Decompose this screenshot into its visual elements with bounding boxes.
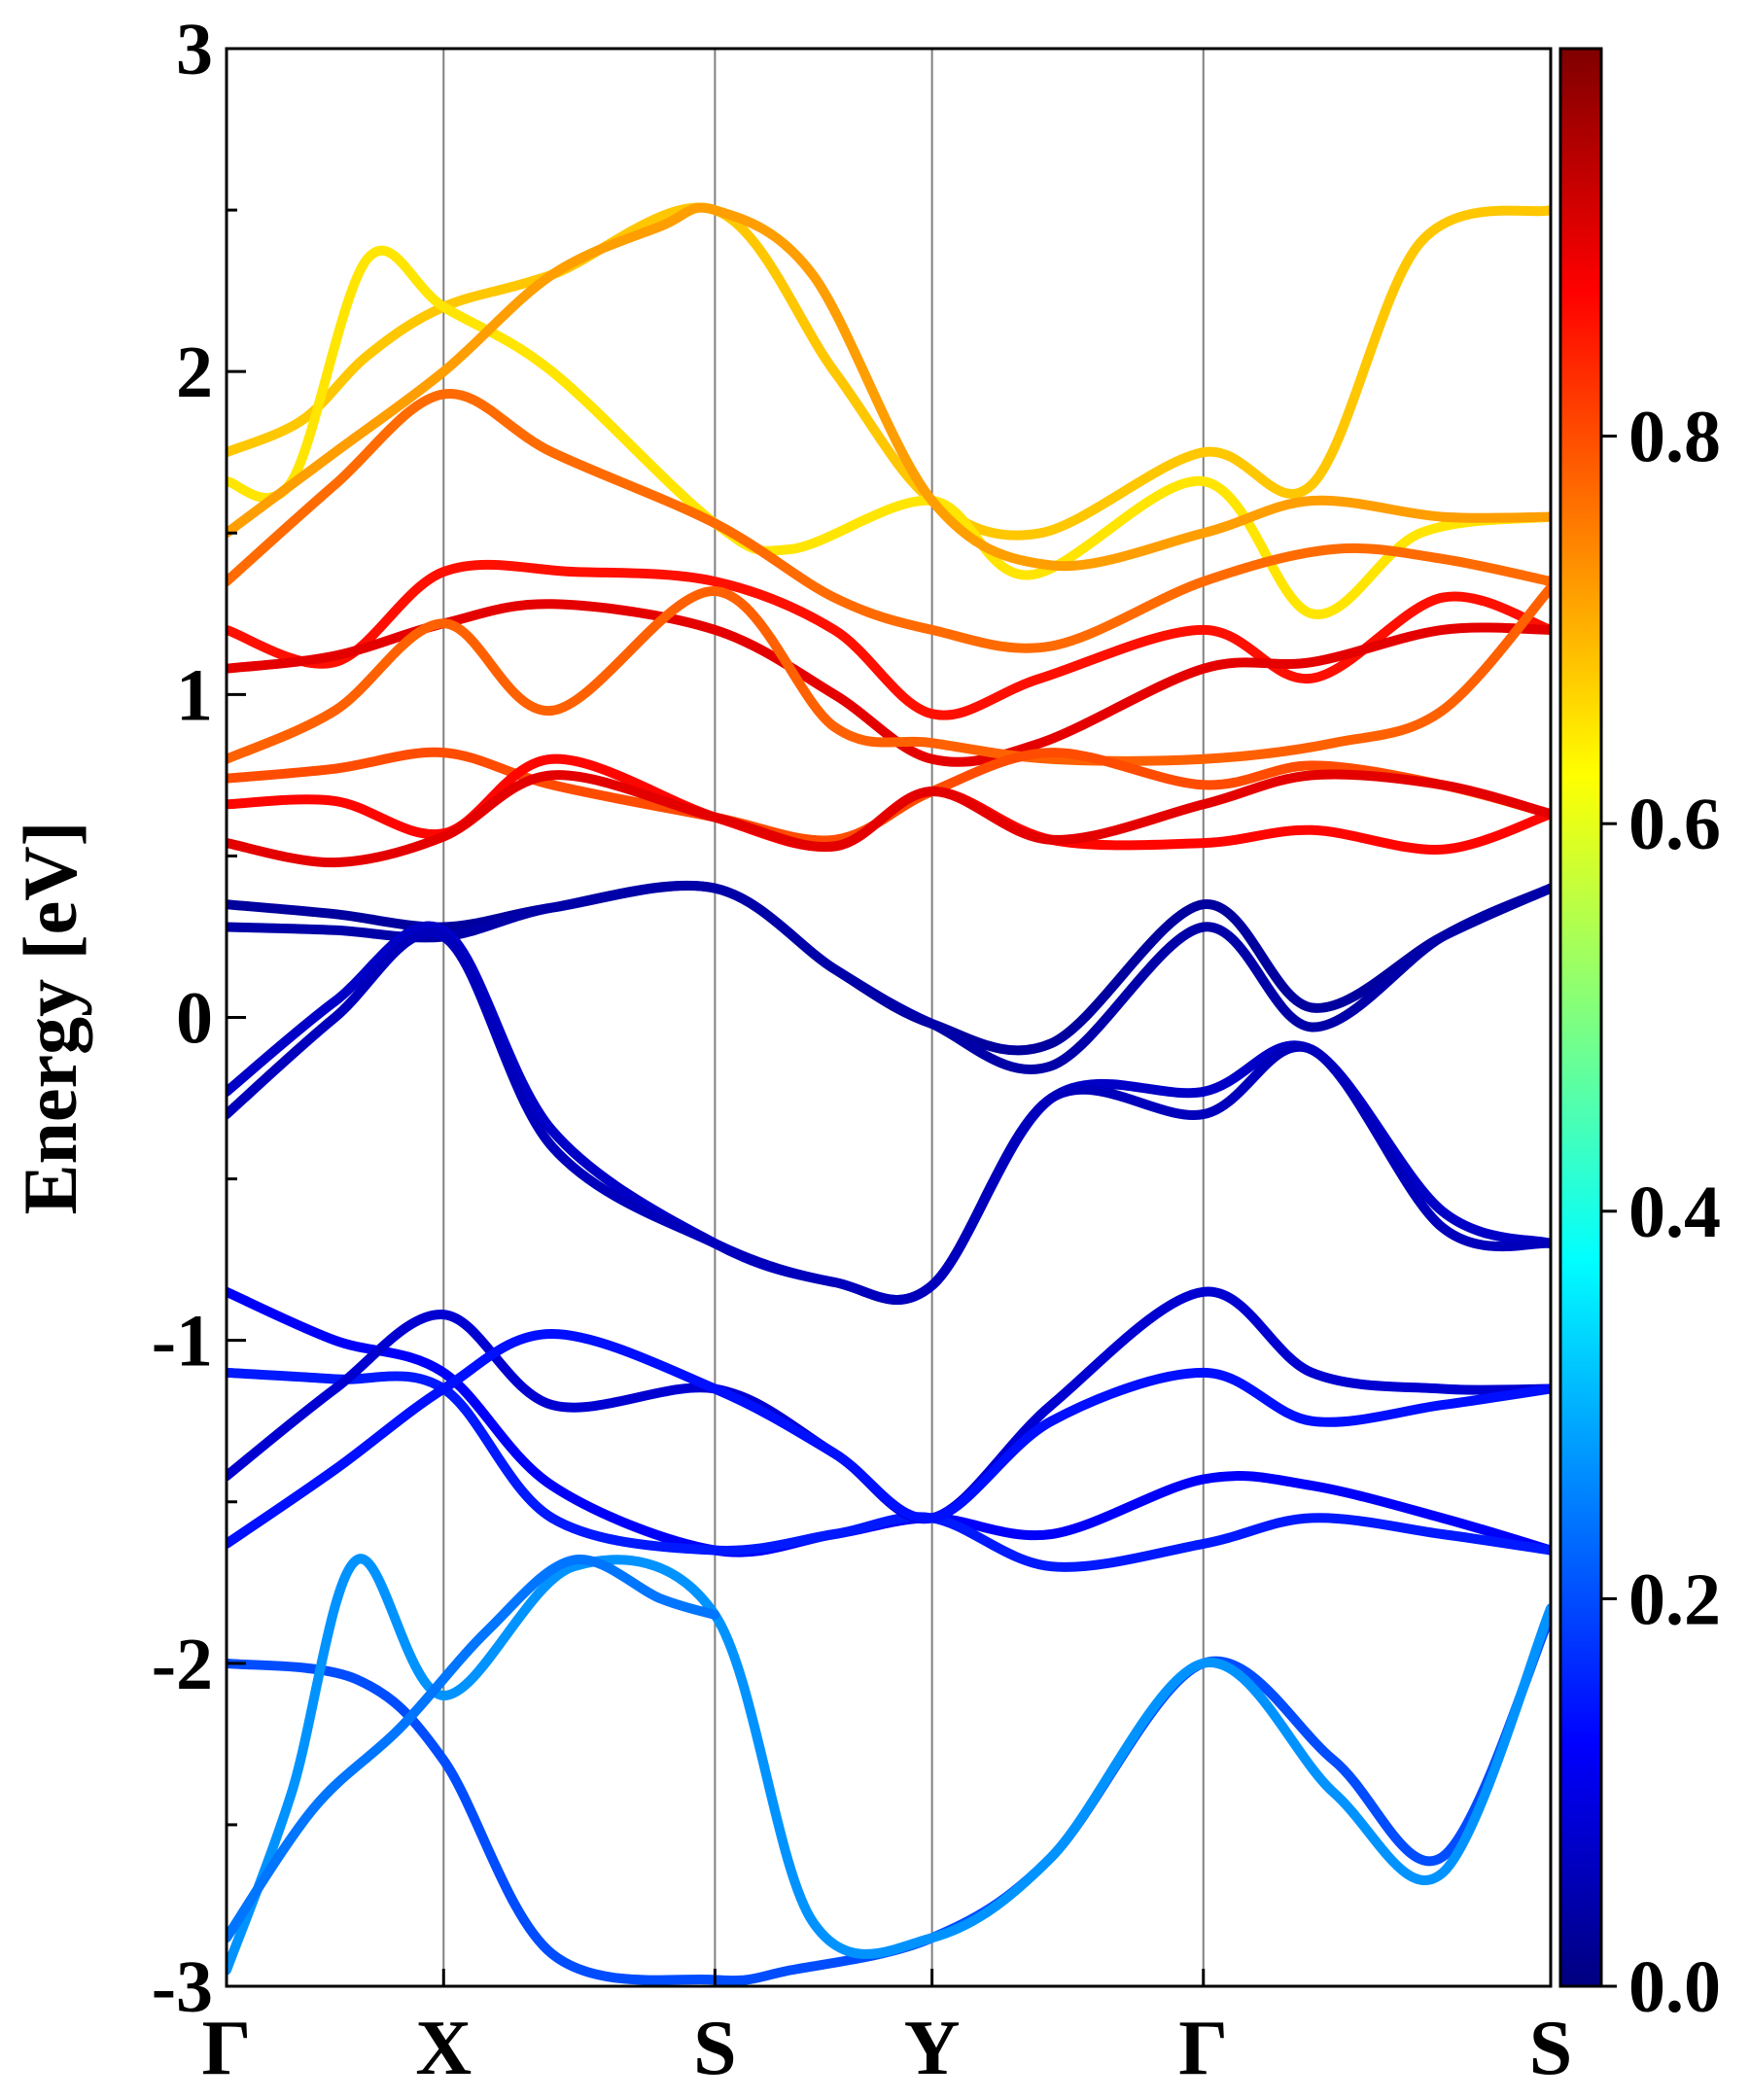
band-line (227, 1554, 720, 1943)
colorbar-ticks: 0.0 0.2 0.4 0.6 0.8 (1601, 397, 1721, 2028)
y-tick-label: -1 (152, 1301, 213, 1382)
colorbar-gradient (1558, 47, 1603, 1988)
colorbar-tick-label: 0.6 (1628, 784, 1721, 865)
band-line (227, 928, 1551, 1305)
colorbar-tick-label: 0.2 (1628, 1558, 1721, 1640)
band-line (227, 245, 1551, 619)
band-line (227, 202, 1551, 572)
y-tick-label: -3 (152, 1946, 213, 2028)
x-tick-label: S (1529, 2006, 1573, 2091)
band-line (227, 769, 1551, 868)
x-tick-label: Γ (1178, 2006, 1228, 2091)
band-line (227, 582, 1551, 766)
band-line (227, 389, 1551, 653)
colorbar: 0.0 0.2 0.4 0.6 0.8 (1558, 47, 1721, 2028)
plot-area: 3 2 1 0 -1 -2 -3 Γ X S Y Γ S (152, 9, 1573, 2091)
band-line (227, 202, 1551, 541)
band-line (227, 1554, 1551, 1976)
x-tick-label: Γ (202, 2006, 252, 2091)
colorbar-tick-label: 0.0 (1628, 1946, 1721, 2028)
band-lines (227, 202, 1551, 1986)
band-line (227, 1329, 1551, 1549)
y-tick-label: 2 (176, 332, 213, 413)
colorbar-tick-label: 0.8 (1628, 397, 1721, 478)
x-tick-label: S (693, 2006, 737, 2091)
x-tick-label: X (415, 2006, 472, 2091)
band-line (227, 559, 1551, 720)
y-axis-ticks: 3 2 1 0 -1 -2 -3 (152, 9, 246, 2028)
y-tick-label: 1 (176, 654, 213, 736)
y-tick-label: 3 (176, 9, 213, 90)
y-tick-label: -2 (152, 1624, 213, 1705)
colorbar-tick-label: 0.4 (1628, 1172, 1721, 1253)
y-axis-label: Energy [eV] (8, 821, 92, 1214)
y-tick-label: 0 (176, 978, 213, 1060)
x-tick-label: Y (904, 2006, 961, 2091)
